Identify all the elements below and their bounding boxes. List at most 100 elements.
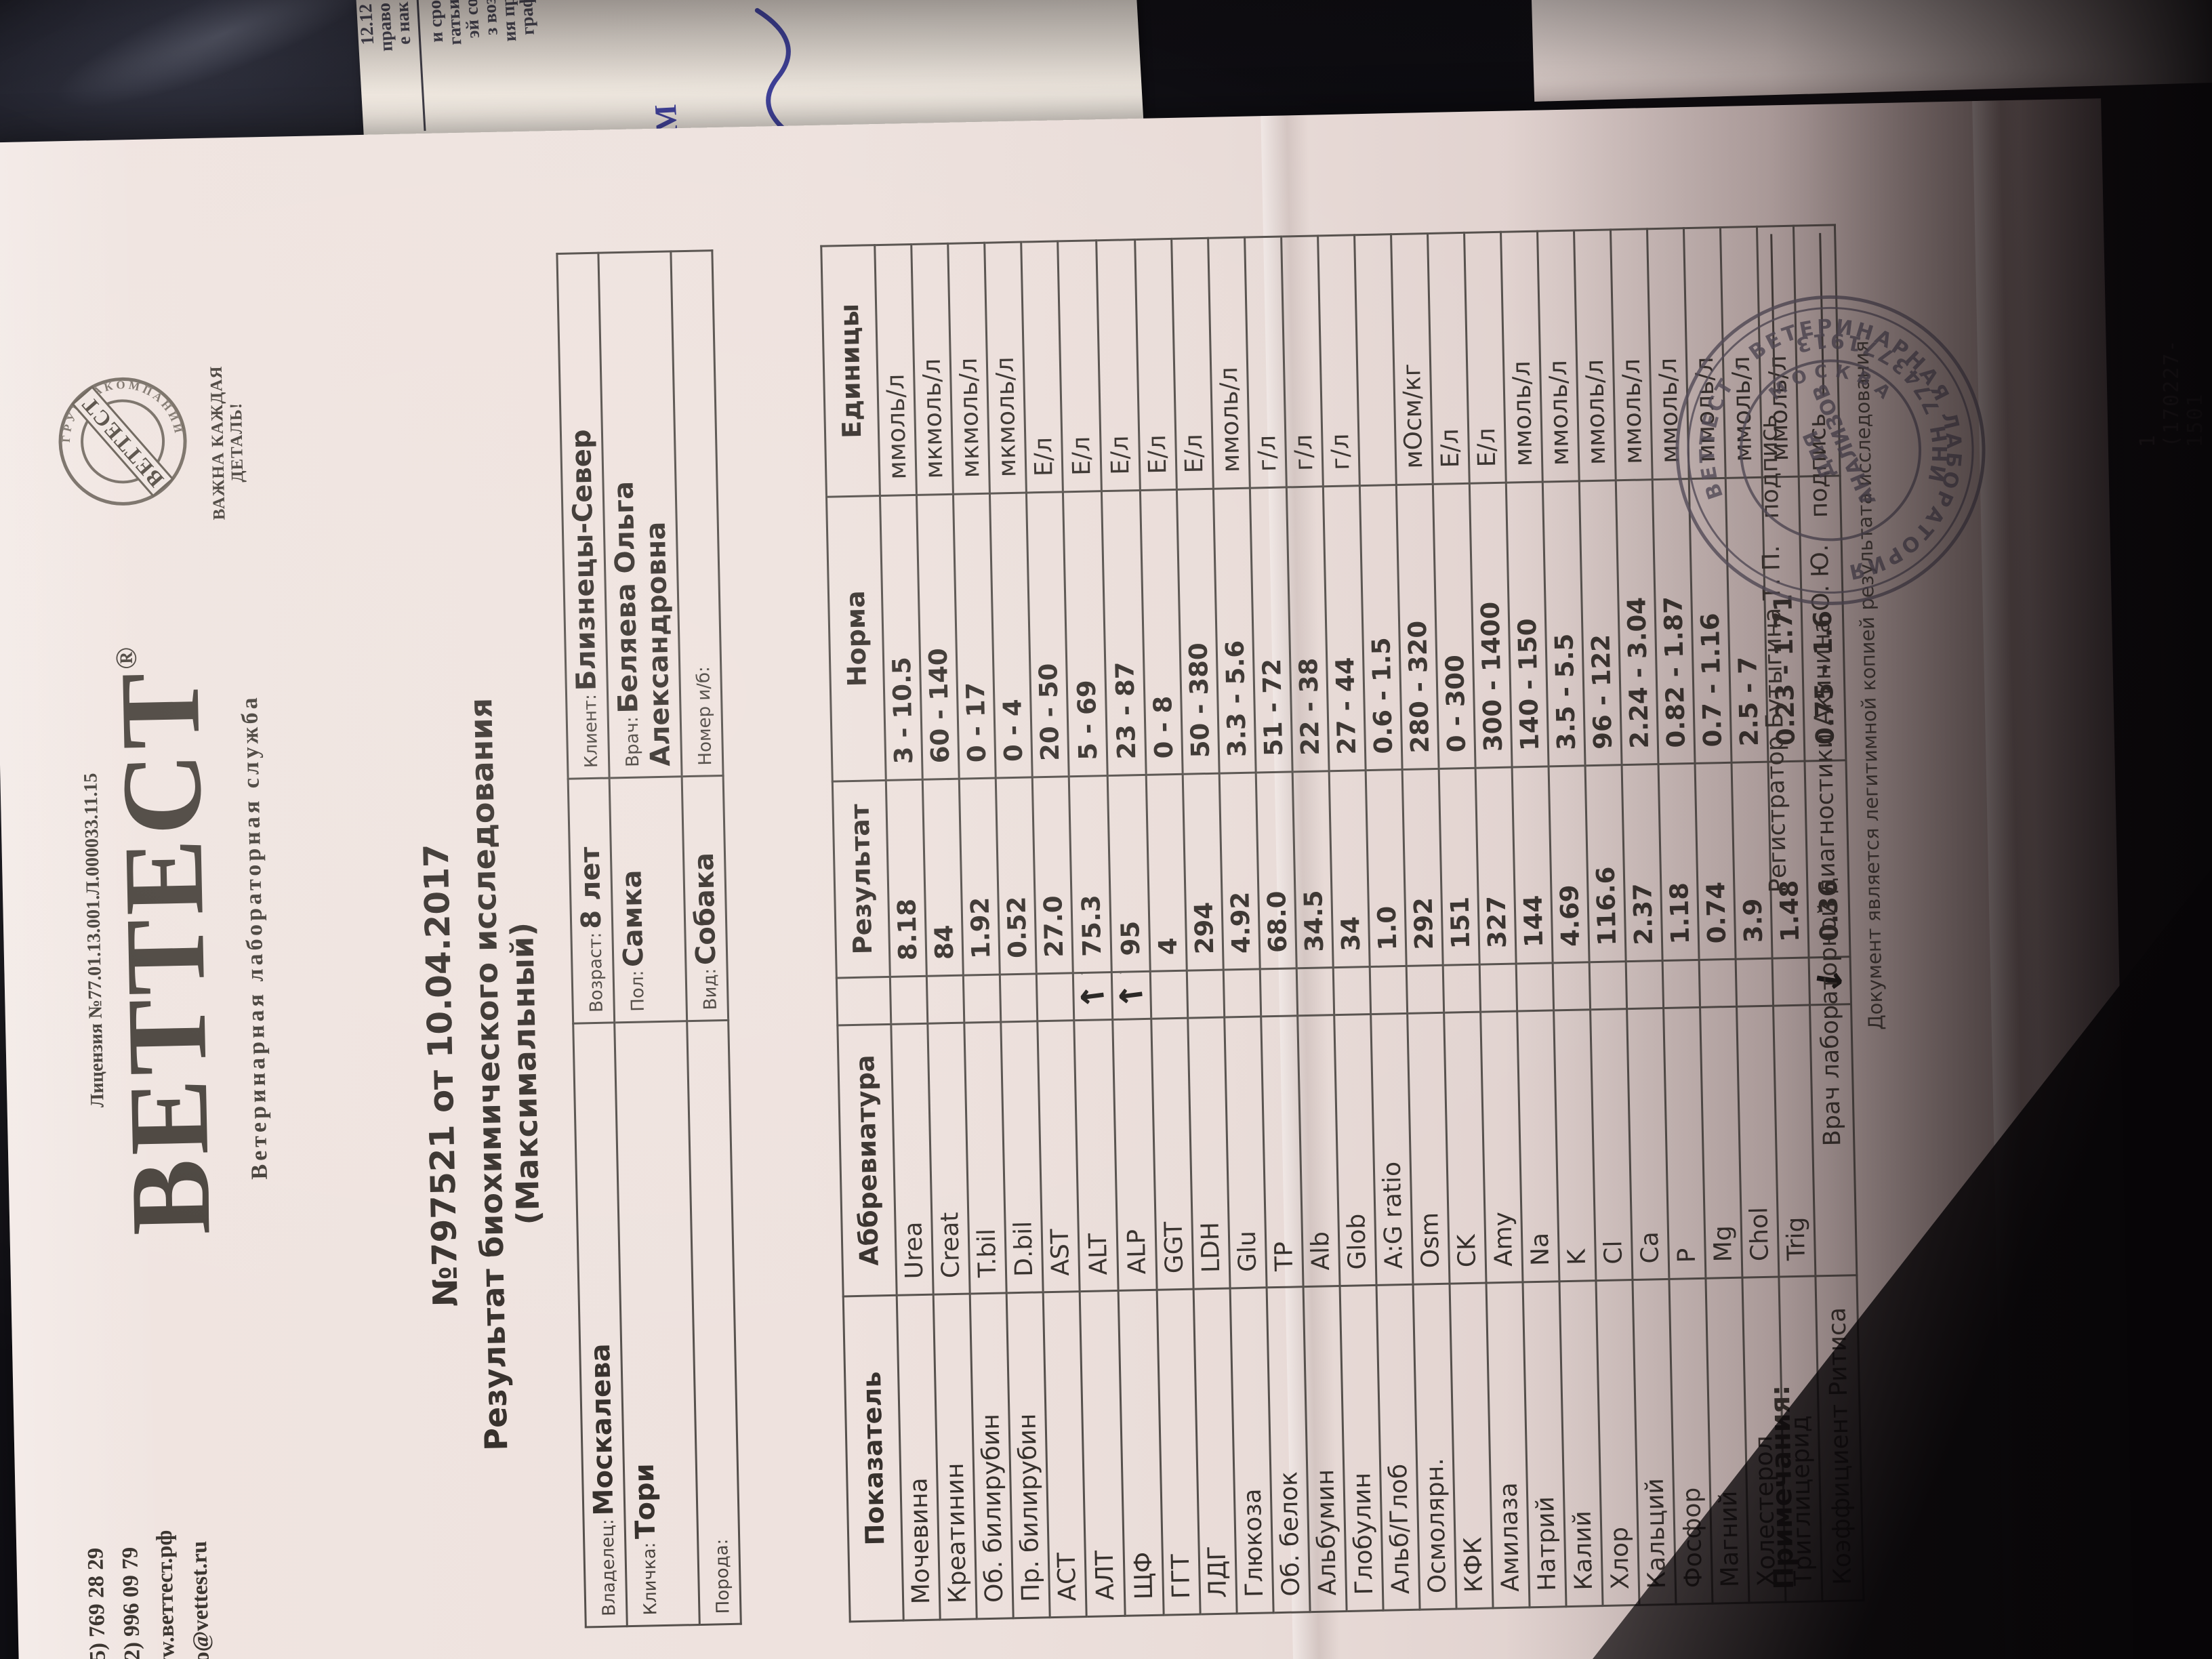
units-cell bbox=[1354, 234, 1397, 486]
abbreviation-cell: Urea bbox=[890, 1023, 934, 1296]
indicator-cell: ГГТ bbox=[1157, 1289, 1201, 1616]
result-cell: 34.5 bbox=[1292, 771, 1334, 968]
norm-cell: 50 - 380 bbox=[1176, 489, 1220, 775]
flag-cell bbox=[1516, 962, 1554, 1012]
units-cell: Е/л bbox=[1134, 239, 1177, 491]
high-value-arrow-icon: ↑ bbox=[1073, 981, 1113, 1012]
abbreviation-cell: TP bbox=[1261, 1015, 1304, 1288]
doctor-label: Врач: bbox=[621, 716, 644, 768]
indicator-cell: Натрий bbox=[1522, 1281, 1567, 1607]
units-cell: мкмоль/л bbox=[947, 243, 990, 495]
flag-cell bbox=[1260, 968, 1298, 1017]
flag-cell: ↑↑ bbox=[1111, 971, 1151, 1020]
indicator-cell: Об. белок bbox=[1267, 1286, 1311, 1613]
units-cell: мОсм/кг bbox=[1391, 233, 1433, 485]
units-cell: ммоль/л bbox=[1500, 231, 1543, 483]
case-number-label: Номер и/б: bbox=[693, 665, 716, 766]
indicator-cell: Осмолярн. bbox=[1413, 1284, 1457, 1610]
abbreviation-cell: Glob bbox=[1334, 1014, 1377, 1286]
flag-cell bbox=[926, 975, 964, 1024]
flag-cell bbox=[1589, 961, 1627, 1010]
abbreviation-cell: K bbox=[1553, 1009, 1596, 1282]
indicator-cell: Коэффициент Ритиса bbox=[1815, 1275, 1864, 1601]
result-cell: 2.37 bbox=[1622, 764, 1663, 962]
flag-cell bbox=[963, 974, 1001, 1023]
col-header-result: Результат bbox=[832, 780, 890, 979]
norm-cell: 3 - 10.5 bbox=[880, 495, 923, 781]
indicator-cell: Хлор bbox=[1595, 1279, 1640, 1606]
indicator-cell: Фосфор bbox=[1668, 1278, 1713, 1605]
norm-cell: 280 - 320 bbox=[1396, 484, 1439, 770]
flag-cell bbox=[1699, 959, 1737, 1008]
norm-cell: 300 - 1400 bbox=[1469, 483, 1513, 769]
indicator-cell: АСТ bbox=[1043, 1291, 1087, 1618]
result-cell: 4 bbox=[1146, 774, 1187, 972]
contact-line: (812) 996 09 79 bbox=[118, 1547, 146, 1659]
col-header-indicator: Показатель bbox=[843, 1295, 904, 1622]
abbreviation-cell: ALT bbox=[1073, 1019, 1119, 1292]
units-cell: Е/л bbox=[1021, 241, 1063, 493]
abbreviation-cell: A:G ratio bbox=[1370, 1013, 1414, 1286]
abbreviation-cell: Creat bbox=[927, 1023, 970, 1295]
abbreviation-cell: Na bbox=[1517, 1010, 1559, 1282]
norm-cell: 27 - 44 bbox=[1323, 485, 1366, 771]
indicator-cell: Пр. билирубин bbox=[1006, 1292, 1050, 1618]
sheet-edge-top-right bbox=[1532, 0, 2212, 102]
result-cell: 95 bbox=[1107, 775, 1151, 972]
result-cell: 1.0 bbox=[1366, 769, 1407, 967]
flag-cell bbox=[1553, 962, 1591, 1010]
vettest-logo: ВЕТТЕСТ® bbox=[92, 578, 238, 1299]
flag-cell bbox=[1150, 970, 1188, 1019]
client-label: Клиент: bbox=[580, 693, 602, 769]
result-cell: 75.3 bbox=[1069, 775, 1112, 973]
abbreviation-cell: Glu bbox=[1224, 1016, 1267, 1288]
col-header-norm: Норма bbox=[826, 495, 886, 782]
logo-subtitle: Ветеринарная лабораторная служба bbox=[237, 694, 272, 1180]
abbreviation-cell: Alb bbox=[1297, 1015, 1340, 1287]
indicator-cell: Кальций bbox=[1632, 1279, 1676, 1605]
norm-cell: 5 - 69 bbox=[1063, 491, 1108, 777]
flag-cell bbox=[1296, 967, 1334, 1016]
col-header-abbreviation: Аббревиатура bbox=[837, 1024, 897, 1296]
abbreviation-cell: Amy bbox=[1480, 1011, 1523, 1284]
indicator-cell: Мочевина bbox=[897, 1294, 941, 1621]
report-number-line: №797521 от 10.04.2017 bbox=[416, 843, 466, 1308]
col-header-flag bbox=[836, 977, 891, 1026]
flag-cell bbox=[1223, 968, 1261, 1018]
result-cell: 327 bbox=[1475, 767, 1517, 965]
result-cell: 8.18 bbox=[886, 779, 927, 977]
flag-cell bbox=[1187, 970, 1225, 1019]
norm-cell: 2.24 - 3.04 bbox=[1616, 479, 1659, 765]
pencil-arrow-icon: ↑ bbox=[1111, 971, 1143, 981]
notes-label: Примечания: bbox=[1764, 1385, 1801, 1590]
owner-label: Владелец: bbox=[597, 1519, 620, 1617]
lab-report-document: (495) 769 28 29 (812) 996 09 79 www.веттес… bbox=[0, 98, 2135, 1659]
abbreviation-cell: LDH bbox=[1187, 1017, 1231, 1290]
paper-fold bbox=[1972, 100, 2053, 1659]
high-value-arrow-icon: ↑ bbox=[1111, 980, 1151, 1011]
units-cell: Е/л bbox=[1096, 239, 1141, 491]
units-cell: Е/л bbox=[1171, 238, 1214, 490]
norm-cell: 3.5 - 5.5 bbox=[1542, 480, 1586, 766]
units-cell: г/л bbox=[1244, 237, 1287, 489]
film-code-text: 1 (170227-1501 bbox=[2136, 338, 2207, 448]
indicator-cell: Амилаза bbox=[1486, 1282, 1530, 1608]
sex-label: Пол: bbox=[627, 970, 649, 1012]
indicator-cell: Глюкоза bbox=[1230, 1287, 1274, 1614]
contact-block: (495) 769 28 29 (812) 996 09 79 www.веттес… bbox=[79, 1529, 220, 1659]
norm-cell: 0 - 8 bbox=[1140, 489, 1183, 775]
result-cell: 116.6 bbox=[1585, 764, 1626, 962]
norm-cell: 140 - 150 bbox=[1506, 482, 1549, 768]
norm-cell: 20 - 50 bbox=[1026, 491, 1069, 777]
result-cell: 68.0 bbox=[1256, 771, 1297, 969]
abbreviation-cell: Mg bbox=[1700, 1006, 1742, 1279]
flag-cell bbox=[1406, 965, 1444, 1014]
indicator-cell: Креатинин bbox=[933, 1294, 977, 1620]
col-header-units: Единицы bbox=[821, 245, 880, 497]
norm-cell: 0 - 300 bbox=[1433, 483, 1476, 769]
report-title-line: Результат биохимического исследования (М… bbox=[462, 697, 547, 1452]
indicator-cell: КФК bbox=[1450, 1283, 1494, 1610]
result-cell: 84 bbox=[922, 779, 964, 977]
vettest-emblem-icon: Г Р У П П А К О М П А Н И Й ВЕТТЕСТ bbox=[58, 377, 187, 506]
norm-cell: 51 - 72 bbox=[1250, 487, 1293, 773]
